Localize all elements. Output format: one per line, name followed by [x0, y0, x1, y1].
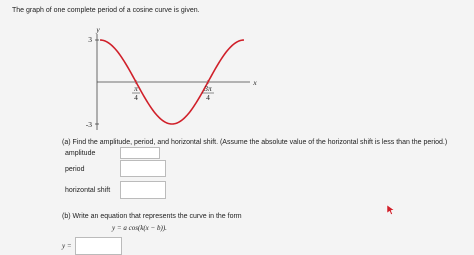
amplitude-input[interactable]: [120, 147, 160, 159]
mouse-cursor: [386, 204, 395, 215]
part-a-text: (a) Find the amplitude, period, and hori…: [62, 139, 448, 146]
y-tick-label: -3: [86, 120, 92, 129]
x-axis-label: x: [252, 78, 257, 87]
y-axis-label: y: [95, 25, 100, 34]
field-label: horizontal shift: [65, 187, 111, 194]
field-label: period: [65, 166, 85, 173]
equation-input[interactable]: [75, 237, 122, 255]
graph: y x 3 -3 π 4 3π 4: [86, 25, 257, 130]
answer-label: y =: [62, 242, 72, 250]
field-label: amplitude: [65, 150, 96, 157]
question-text: The graph of one complete period of a co…: [12, 7, 200, 14]
x-tick-denominator: 4: [206, 93, 210, 102]
period-input[interactable]: [120, 160, 166, 177]
x-tick-numerator: π: [134, 84, 138, 93]
x-tick-numerator: 3π: [203, 84, 212, 93]
horizontal-shift-input[interactable]: [120, 181, 166, 199]
x-tick-denominator: 4: [134, 93, 138, 102]
equation-form: y = a cos(k(x − b)).: [112, 224, 167, 232]
part-b-text: (b) Write an equation that represents th…: [62, 213, 242, 220]
cosine-curve: [99, 39, 245, 125]
y-tick-label: 3: [88, 35, 92, 44]
